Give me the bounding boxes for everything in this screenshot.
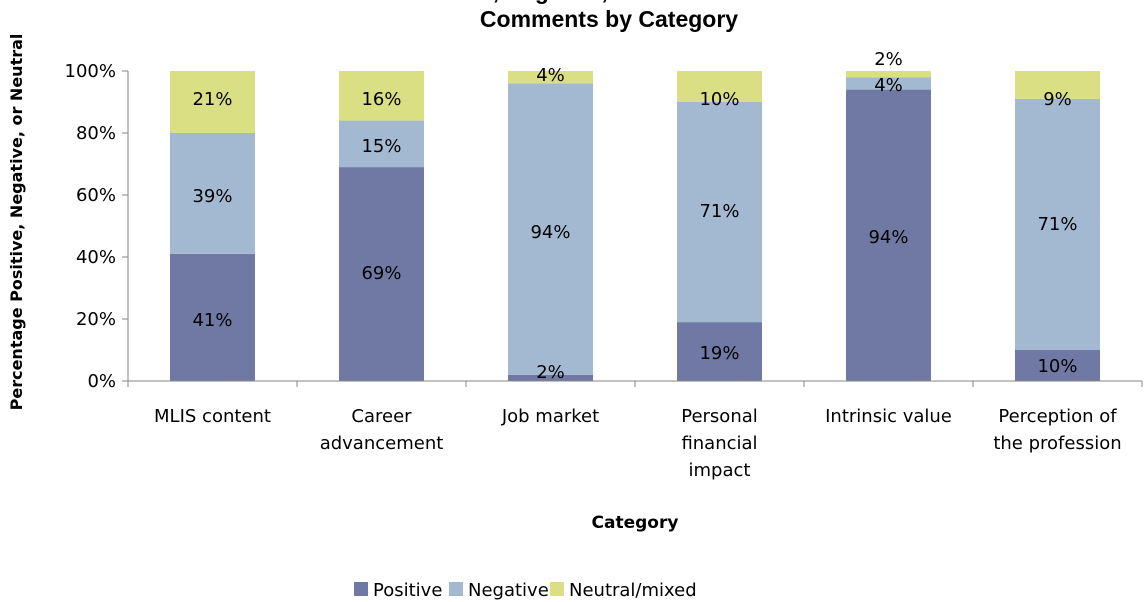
x-tick-label: advancement (320, 433, 444, 454)
data-label: 19% (699, 343, 739, 364)
data-label: 41% (192, 310, 232, 331)
x-tick-label: the profession (993, 433, 1121, 454)
x-tick-label: financial (681, 433, 757, 454)
bar-negative-4 (846, 77, 931, 90)
bar-negative-2 (508, 83, 593, 375)
data-label: 94% (530, 222, 570, 243)
x-tick-label: Career (351, 406, 412, 427)
x-tick-label: impact (689, 460, 751, 481)
data-label: 2% (536, 362, 565, 383)
y-tick-label: 40% (76, 247, 116, 268)
data-label: 10% (1037, 356, 1077, 377)
bar-neutral-mixed-4 (846, 71, 931, 78)
legend-swatch (449, 582, 463, 596)
x-tick-label: MLIS content (154, 406, 271, 427)
bar-positive-3 (677, 322, 762, 381)
y-tick-label: 20% (76, 309, 116, 330)
data-label: 4% (874, 75, 903, 96)
legend-swatch (550, 582, 564, 596)
bar-neutral-mixed-2 (508, 71, 593, 84)
y-tick-label: 60% (76, 185, 116, 206)
legend-label: Neutral/mixed (569, 580, 697, 601)
legend-label: Negative (468, 580, 549, 601)
data-label: 71% (699, 201, 739, 222)
y-tick-label: 0% (87, 371, 116, 392)
chart-title-line: Positive, Negative, and Neutral/mixed (404, 0, 813, 4)
chart-title-line: Comments by Category (480, 6, 738, 32)
bar-positive-5 (1015, 350, 1100, 381)
bar-positive-1 (339, 167, 424, 381)
data-label: 4% (536, 65, 565, 86)
x-tick-label: Job market (501, 406, 599, 427)
data-label: 10% (699, 89, 739, 110)
y-tick-label: 100% (65, 61, 116, 82)
y-axis-label: Percentage Positive, Negative, or Neutra… (7, 34, 26, 411)
bar-negative-5 (1015, 98, 1100, 351)
legend-swatch (354, 582, 368, 596)
bar-negative-0 (170, 133, 255, 254)
x-tick-label: Perception of (998, 406, 1117, 427)
bar-positive-0 (170, 253, 255, 381)
y-tick-label: 80% (76, 123, 116, 144)
data-label: 9% (1043, 89, 1072, 110)
data-label: 21% (192, 89, 232, 110)
data-label: 2% (874, 49, 903, 70)
data-label: 16% (361, 89, 401, 110)
x-tick-label: Intrinsic value (825, 406, 952, 427)
data-label: 39% (192, 186, 232, 207)
x-axis-label: Category (592, 513, 679, 533)
bar-neutral-mixed-0 (170, 71, 255, 133)
data-label: 71% (1037, 214, 1077, 235)
bar-positive-2 (508, 374, 593, 381)
data-label: 69% (361, 263, 401, 284)
bar-neutral-mixed-1 (339, 71, 424, 121)
bar-negative-3 (677, 102, 762, 323)
bar-neutral-mixed-5 (1015, 71, 1100, 99)
x-tick-label: Personal (681, 406, 758, 427)
bar-positive-4 (846, 89, 931, 381)
bar-neutral-mixed-3 (677, 71, 762, 102)
data-label: 94% (868, 227, 908, 248)
legend-label: Positive (373, 580, 442, 601)
bar-negative-1 (339, 120, 424, 168)
data-label: 15% (361, 136, 401, 157)
